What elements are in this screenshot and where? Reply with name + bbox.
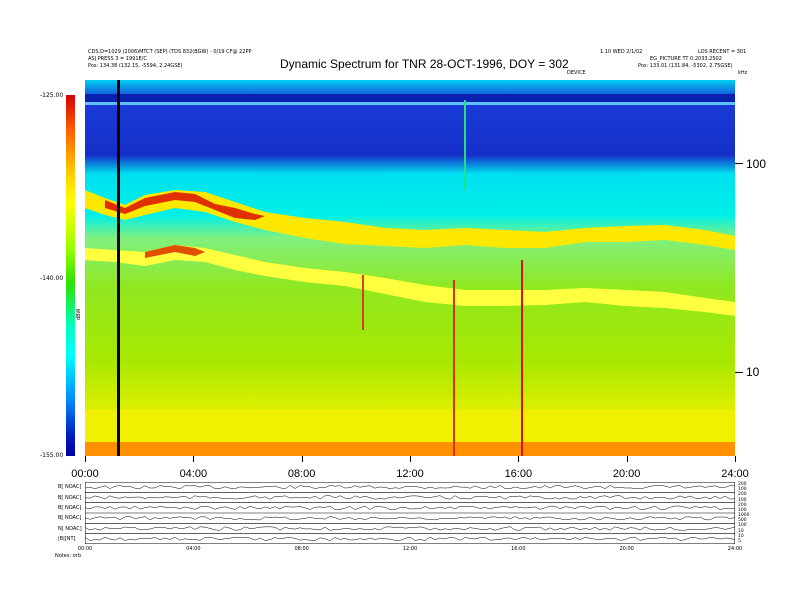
y-tick-label-100: 100 [746,157,767,171]
lower-x-tick-label: 00:00 [77,546,93,552]
header-info-right-4: Pos: 133.01 (131.84, -5302, 2.75GSE) [638,63,733,69]
x-tick-label: 12:00 [396,468,424,480]
lower-panel-label: B[ NOAC] [58,494,82,501]
low-band-yellow [85,410,735,446]
y-tick-label-10: 10 [746,365,760,379]
lower-x-tick-label: 08:00 [294,546,309,552]
y-tick-10 [735,372,743,373]
lower-panel-label: B[ NOAC] [58,515,82,522]
x-tick [193,456,195,462]
lower-panel-right-tick: 1000 [738,513,750,518]
header-info-right-1: 1.10 WED 2/1/02 [600,49,643,55]
x-tick-label: 00:00 [71,468,99,480]
panel-trace [85,505,735,510]
colorbar-tick-top: -125.00 [40,92,64,99]
x-tick [85,456,86,462]
colorbar-tick-bottom: -155.00 [40,452,64,459]
panel-trace [85,516,735,521]
panel-trace [85,495,735,500]
header-info-right-2: LOS RECENT = 301 [698,49,747,55]
lower-panel-right-tick: 500 [738,518,747,524]
lower-panel-right-tick: 10 [738,533,744,539]
emission-band-lower [85,245,735,316]
lower-x-tick-label: 16:00 [511,546,526,552]
lower-x-tick-label: 04:00 [186,546,201,552]
lower-x-tick-label: 12:00 [402,546,418,552]
header-info-left-2: ASJ PRESS 3 = 1991E/C [88,56,147,62]
spectrogram [85,80,735,456]
header-info-left-1: CDS.D=1029 (2006)MTCT (SEP) (TDS 832(BGW… [88,49,252,55]
lower-panel-right-tick: 100 [738,487,747,493]
lower-panel-label: B[ NOAC] [58,504,82,511]
device-label: DEVICE [567,70,586,76]
low-band-orange [85,442,735,456]
lower-x-tick-label: 20:00 [619,546,634,552]
lower-panel-label: N[ NOAC] [58,525,82,532]
unit-label: kHz [738,70,748,76]
lower-panel-right-tick: 5 [738,538,741,544]
lower-panel-right-tick: 100 [738,523,747,529]
x-tick [410,456,411,462]
x-tick-label: 20:00 [612,468,641,480]
lower-panel-right-tick: 100 [738,507,747,513]
panel-trace [85,526,735,531]
lower-panel-label: B[ NOAC] [58,484,82,491]
x-tick-label: 04:00 [179,468,208,480]
lower-panel-right-tick: 200 [738,492,747,498]
blue-band-upper [85,94,735,102]
lower-panel-label: |B|[NT] [58,535,76,542]
emission-band-upper [85,190,735,250]
blue-band-gap [85,102,735,105]
lower-panel-right-tick: 200 [738,482,747,487]
spectrogram-background [85,80,735,456]
data-gap-marker [116,80,120,456]
x-tick-label: 16:00 [504,468,533,480]
panel-trace [85,536,735,541]
lower-panel-right-tick: 100 [738,497,747,503]
header-info-right-3: EG_PICTURE TT 0.2033.2502 [650,56,722,62]
x-tick [518,456,520,462]
x-tick [735,456,736,462]
x-tick [301,456,303,462]
x-tick [626,456,628,462]
lower-panel-right-tick: 200 [738,502,747,508]
lower-footer: Notes: orb [55,553,82,559]
chart-title: Dynamic Spectrum for TNR 28-OCT-1996, DO… [280,57,569,71]
emission-peak-lower [145,245,205,258]
header-info-left-3: Pos: 134.38 (132.15, -5594, 2.24GSE) [88,63,183,69]
lower-panel-right-tick: 10 [738,528,744,534]
bursts [362,100,523,456]
colorbar-axis-label: dBW [76,308,82,320]
colorbar [66,95,75,456]
y-tick-100 [735,163,743,164]
x-tick-label: 08:00 [287,468,316,480]
emission-peak-upper [105,192,265,220]
colorbar-tick-mid: -140.00 [40,275,64,282]
lower-x-tick-label: 24:00 [727,546,743,552]
x-tick-label: 24:00 [721,468,749,480]
solar-wind-panels [85,482,735,544]
panel-trace [85,485,735,490]
